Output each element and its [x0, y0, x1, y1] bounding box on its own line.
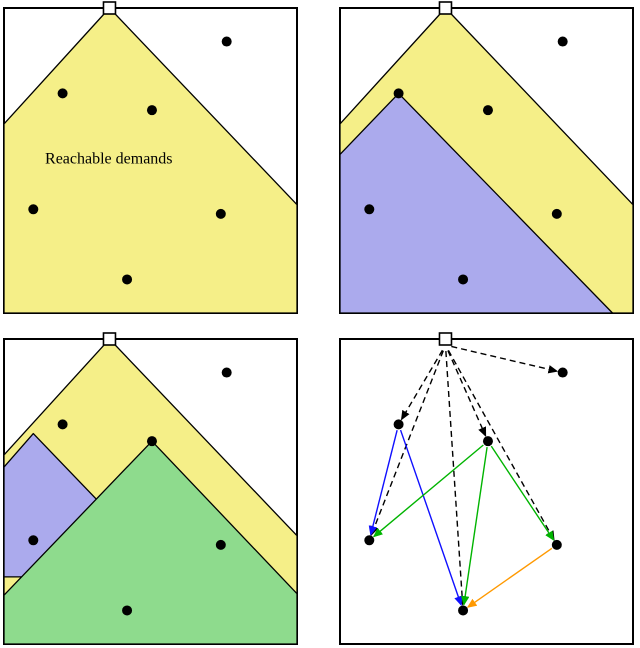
demand-point	[147, 436, 157, 446]
demand-point	[28, 535, 38, 545]
demand-point	[558, 37, 568, 47]
demand-point	[122, 605, 132, 615]
demand-point	[58, 88, 68, 98]
demand-point	[394, 419, 404, 429]
demand-point	[483, 105, 493, 115]
demand-point	[364, 535, 374, 545]
demand-point	[122, 274, 132, 284]
depot-icon	[439, 2, 451, 14]
demand-point	[552, 209, 562, 219]
demand-point	[28, 204, 38, 214]
depot-icon	[103, 333, 115, 345]
demand-point	[222, 37, 232, 47]
demand-point	[216, 209, 226, 219]
demand-point	[58, 419, 68, 429]
demand-point	[458, 605, 468, 615]
depot-icon	[103, 2, 115, 14]
demand-point	[147, 105, 157, 115]
demand-point	[483, 436, 493, 446]
depot-icon	[439, 333, 451, 345]
demand-point	[394, 88, 404, 98]
demand-point	[222, 368, 232, 378]
panel-border	[340, 339, 633, 644]
demand-point	[552, 540, 562, 550]
label-reachable-demands: Reachable demands	[45, 151, 173, 168]
demand-point	[364, 204, 374, 214]
demand-point	[216, 540, 226, 550]
figure: Reachable demands	[0, 0, 640, 648]
demand-point	[558, 368, 568, 378]
demand-point	[458, 274, 468, 284]
